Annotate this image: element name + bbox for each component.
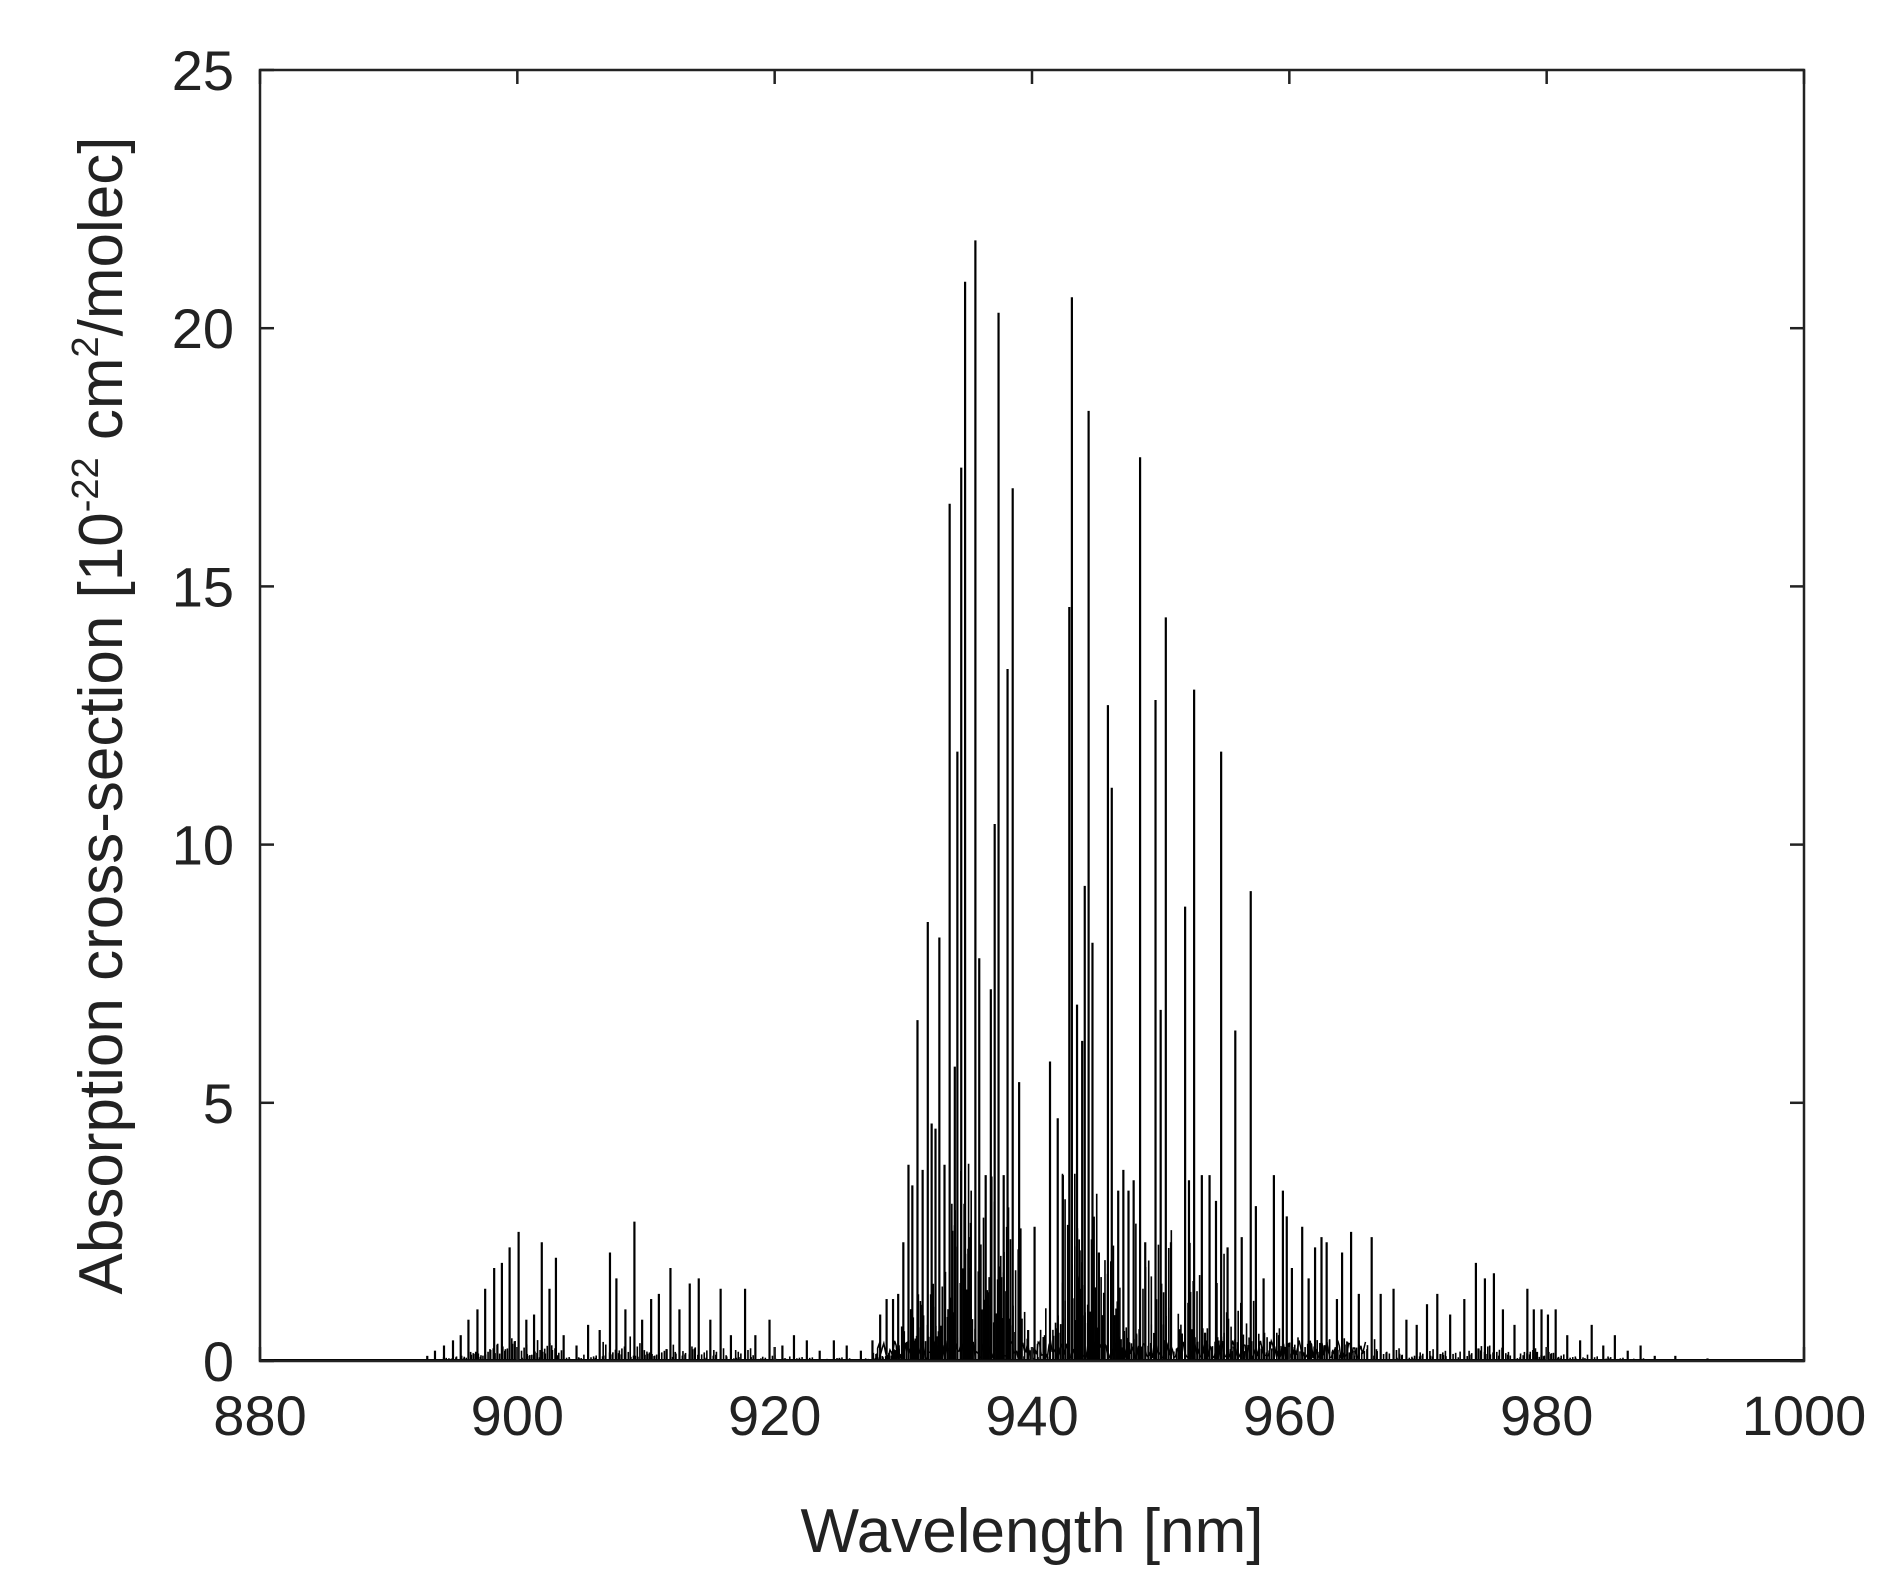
x-tick-label: 1000 <box>1742 1384 1867 1447</box>
x-tick-label: 900 <box>471 1384 564 1447</box>
spectrum-line <box>260 240 1804 1362</box>
y-axis-label-mid: cm <box>67 357 136 457</box>
y-tick-label: 5 <box>203 1072 234 1135</box>
y-axis-label-exponent-1: -22 <box>65 457 107 512</box>
x-tick-label: 920 <box>728 1384 821 1447</box>
y-tick-label: 20 <box>172 297 234 360</box>
x-tick-label: 880 <box>213 1384 306 1447</box>
plot-frame <box>258 68 1806 1363</box>
y-tick-labels: 0 5 10 15 20 25 <box>172 39 234 1393</box>
y-axis-label-suffix: /molec] <box>67 136 136 336</box>
y-tick-label: 0 <box>203 1330 234 1393</box>
axis-ticks <box>258 68 1806 1363</box>
x-tick-label: 960 <box>1243 1384 1336 1447</box>
y-tick-label: 25 <box>172 39 234 102</box>
y-axis-label-prefix: Absorption cross-section [10 <box>67 512 136 1294</box>
x-tick-label: 940 <box>985 1384 1078 1447</box>
x-tick-labels: 880 900 920 940 960 980 1000 <box>213 1384 1866 1447</box>
y-tick-label: 10 <box>172 814 234 877</box>
x-axis-label: Wavelength [nm] <box>801 1497 1264 1566</box>
x-tick-label: 980 <box>1500 1384 1593 1447</box>
y-tick-label: 15 <box>172 555 234 618</box>
y-axis-label: Absorption cross-section [10-22 cm2/mole… <box>65 136 136 1294</box>
y-axis-label-exponent-2: 2 <box>65 336 107 357</box>
